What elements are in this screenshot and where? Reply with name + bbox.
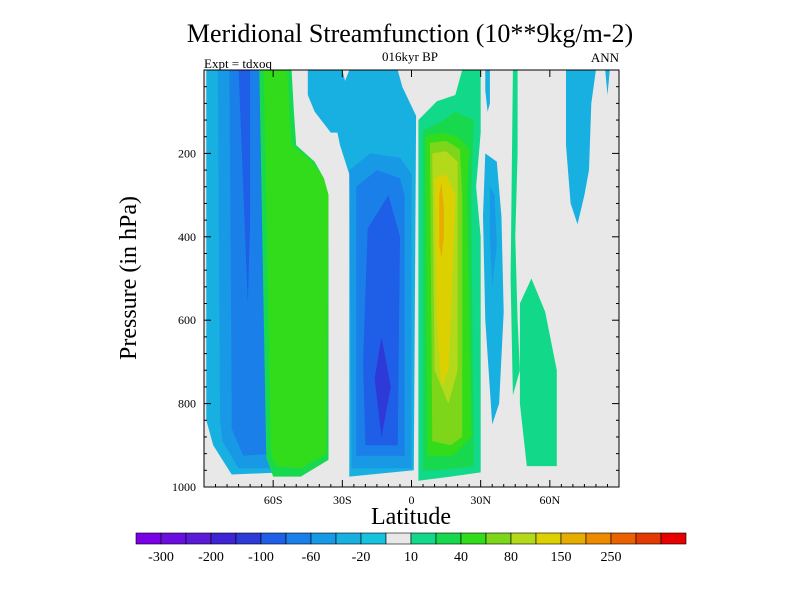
colorbar-swatch-4: [235, 532, 262, 545]
colorbar-swatch-11: [410, 532, 437, 545]
colorbar-label-3: -60: [302, 550, 321, 565]
chart-title: Meridional Streamfunction (10**9kg/m-2): [187, 19, 633, 48]
chart-subtitle: 016kyr BP: [382, 49, 438, 64]
contour-region-10: [263, 70, 329, 469]
colorbar-swatch-20: [635, 532, 662, 545]
colorbar-swatch-18: [585, 532, 612, 545]
colorbar-swatch-0: [135, 532, 162, 545]
colorbar-swatch-6: [285, 532, 312, 545]
contour-region-17: [439, 182, 444, 258]
contour-region-19: [483, 153, 504, 425]
y-tick-label-3: 800: [178, 397, 196, 411]
x-tick-label-3: 30N: [470, 493, 491, 507]
colorbar-swatch-21: [660, 532, 687, 545]
contour-region-3: [238, 70, 251, 304]
colorbar-label-4: -20: [352, 550, 371, 565]
colorbar-label-5: 10: [404, 550, 418, 565]
colorbar-swatch-16: [535, 532, 562, 545]
colorbar-swatch-10: [385, 532, 412, 545]
season-label: ANN: [591, 50, 620, 65]
colorbar-swatch-12: [435, 532, 462, 545]
colorbar-swatch-1: [160, 532, 187, 545]
x-tick-label-1: 30S: [333, 493, 352, 507]
x-tick-label-4: 60N: [539, 493, 560, 507]
contour-region-20: [489, 186, 497, 287]
contour-region-25: [605, 70, 610, 95]
colorbar-swatch-3: [210, 532, 237, 545]
contour-region-22: [519, 278, 557, 467]
colorbar-label-6: 40: [454, 550, 468, 565]
x-axis-label: Latitude: [371, 504, 451, 530]
y-tick-label-2: 600: [178, 313, 196, 327]
colorbar-label-9: 250: [601, 550, 622, 565]
axis-ticks: 60S 30S 0 30N 60N 200 400 600 800 1000: [172, 70, 619, 507]
contour-region-8: [374, 336, 391, 437]
colorbar-swatch-13: [460, 532, 487, 545]
colorbar: -300 -200 -100 -60 -20 10 40 80 150 250: [135, 532, 687, 565]
colorbar-label-7: 80: [504, 550, 518, 565]
colorbar-swatch-5: [260, 532, 287, 545]
y-axis-label: Pressure (in hPa): [116, 196, 142, 360]
colorbar-label-1: -200: [198, 550, 224, 565]
x-tick-label-0: 60S: [264, 493, 283, 507]
colorbar-swatch-14: [485, 532, 512, 545]
colorbar-swatch-7: [310, 532, 337, 545]
y-tick-label-1: 400: [178, 230, 196, 244]
colorbar-label-8: 150: [551, 550, 572, 565]
contour-regions: [206, 70, 610, 481]
contour-region-24: [566, 70, 596, 225]
colorbar-swatch-9: [360, 532, 387, 545]
colorbar-label-2: -100: [248, 550, 274, 565]
contour-region-18: [307, 70, 366, 133]
colorbar-swatch-2: [185, 532, 212, 545]
contour-region-21: [510, 70, 520, 396]
colorbar-swatch-19: [610, 532, 637, 545]
colorbar-swatch-8: [335, 532, 362, 545]
x-tick-label-2: 0: [409, 493, 415, 507]
y-tick-label-0: 200: [178, 146, 196, 160]
colorbar-swatch-17: [560, 532, 587, 545]
colorbar-label-0: -300: [148, 550, 174, 565]
contour-region-23: [485, 70, 490, 112]
y-tick-label-4: 1000: [172, 480, 196, 494]
contour-region-7: [363, 195, 400, 446]
experiment-label: Expt = tdxoq: [204, 56, 272, 71]
colorbar-swatch-15: [510, 532, 537, 545]
